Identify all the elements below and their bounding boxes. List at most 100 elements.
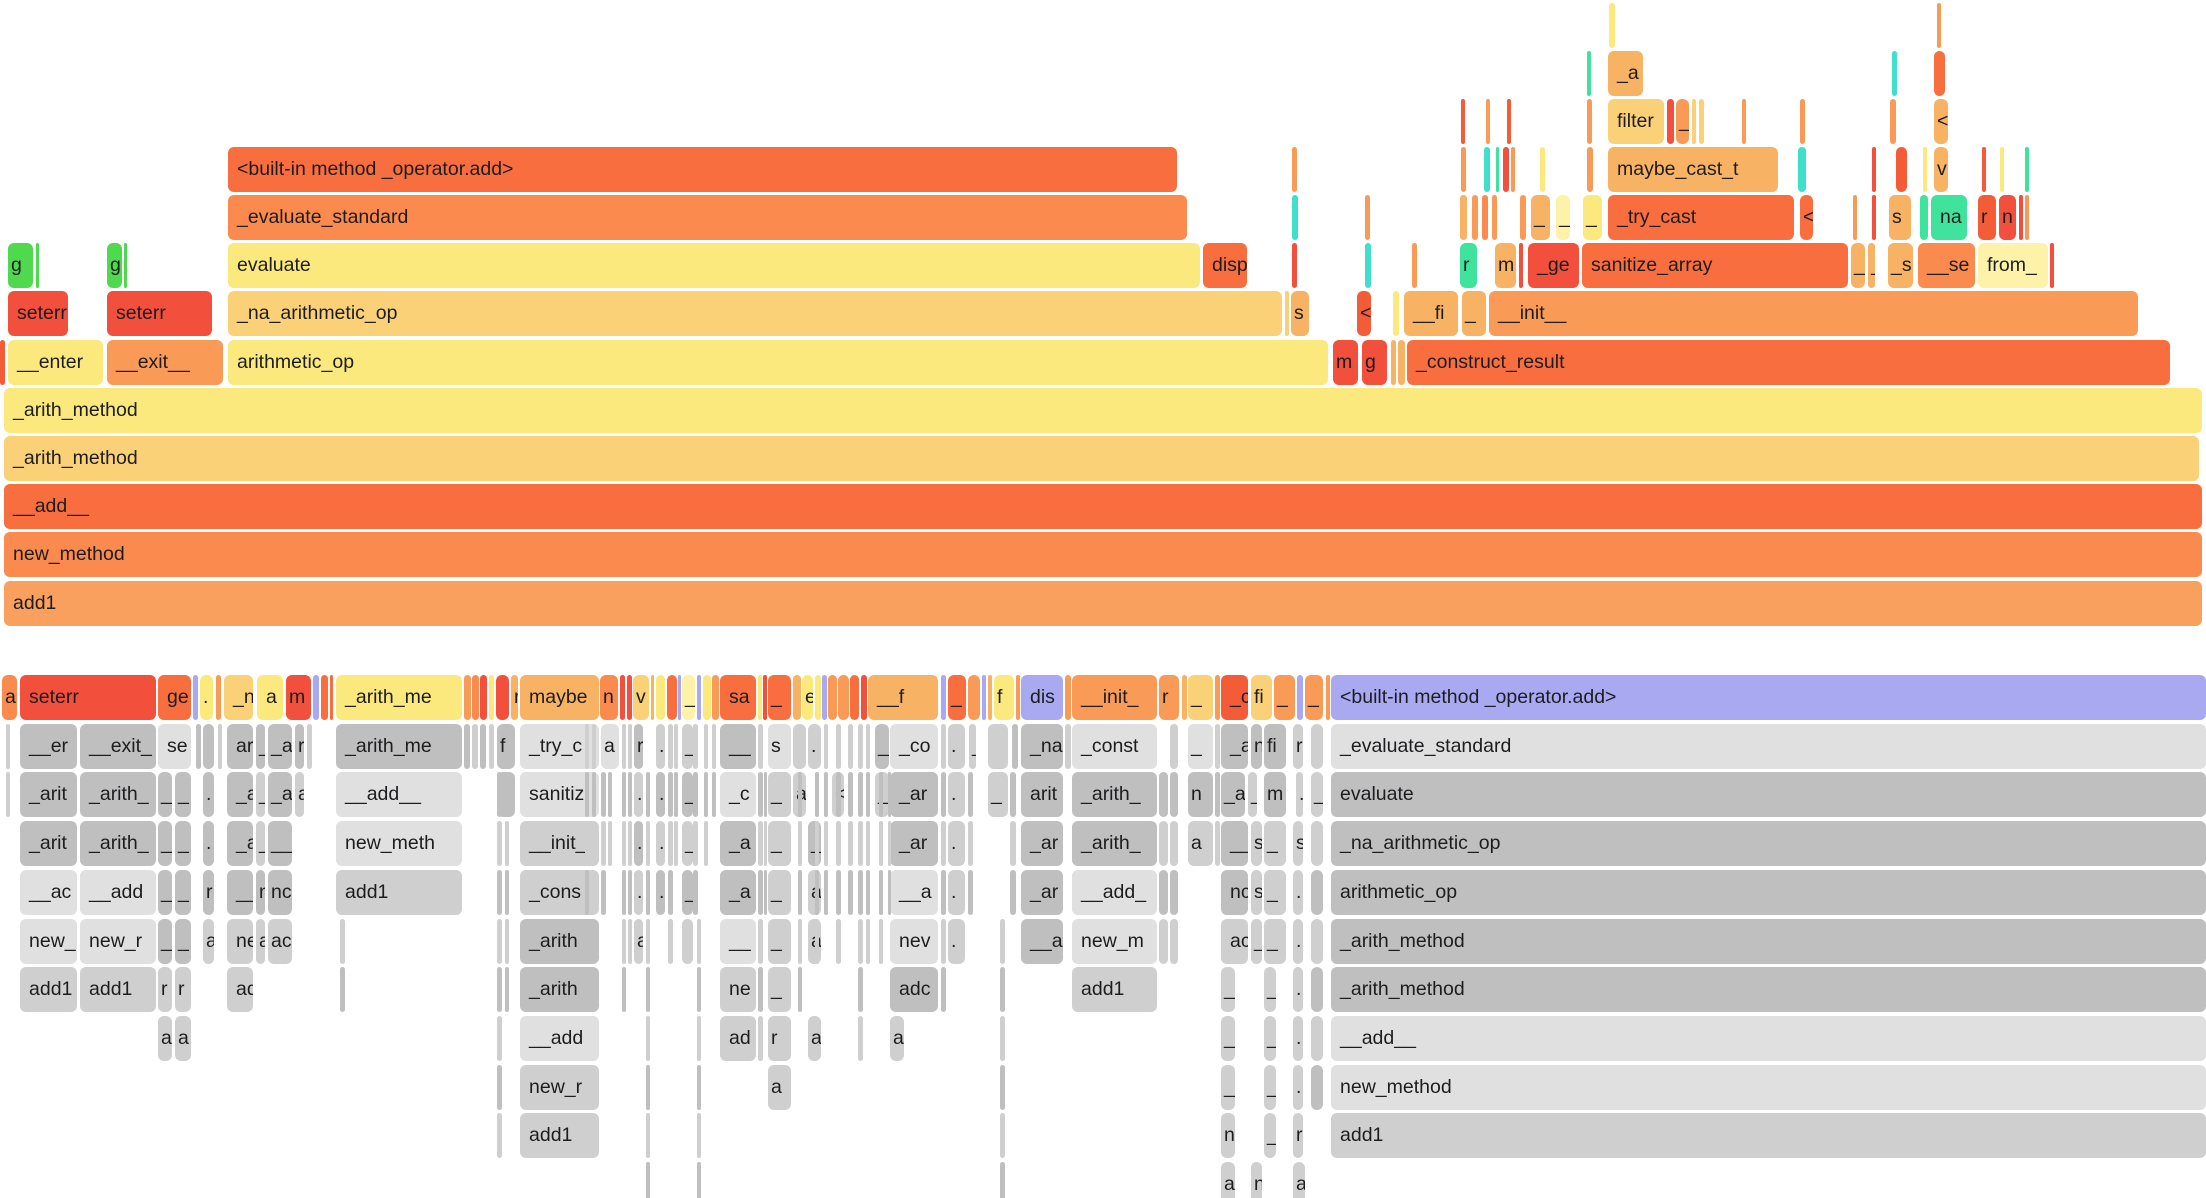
frame-[interactable]: _ [1188,675,1213,720]
frame-sliver[interactable] [330,675,333,720]
frame-sliver[interactable] [1872,195,1876,240]
frame-sliver[interactable] [1170,772,1178,817]
frame-sliver[interactable] [674,772,678,817]
frame-ar[interactable]: _ar [890,772,938,817]
frame-[interactable]: _ [1583,195,1602,240]
frame-sliver[interactable] [1182,675,1187,720]
frame-sliver[interactable] [2025,195,2029,240]
frame-sliver[interactable] [340,967,345,1012]
frame-[interactable]: _ [1251,919,1262,964]
frame-sliver[interactable] [815,772,819,817]
frame-built-in-method-operator-add[interactable]: <built-in method _operator.add> [228,147,1177,192]
frame-add[interactable]: __add__ [1331,1016,2206,1061]
frame-sliver[interactable] [668,772,673,817]
frame-[interactable]: < [1357,291,1371,336]
frame-sliver[interactable] [1170,919,1178,964]
frame-a[interactable]: __a [1021,919,1063,964]
frame-sliver[interactable] [888,821,891,866]
frame-[interactable]: _ [682,772,693,817]
frame-new[interactable]: new_ [20,919,77,964]
frame-sliver[interactable] [646,1065,650,1110]
frame-sliver[interactable] [879,919,883,964]
frame-n[interactable]: n [1999,195,2016,240]
frame-sliver[interactable] [505,870,509,915]
frame-sliver[interactable] [668,821,673,866]
frame-sliver[interactable] [313,675,319,720]
frame-[interactable]: _ [256,821,265,866]
frame-sliver[interactable] [505,821,509,866]
frame-sliver[interactable] [1699,99,1704,144]
frame-f[interactable]: f [497,724,515,769]
frame-[interactable]: _ [175,919,191,964]
frame-[interactable]: _ [175,772,191,817]
frame-add1[interactable]: add1 [520,1113,599,1158]
frame-evaluate[interactable]: evaluate [228,243,1200,288]
frame-sliver[interactable] [968,675,980,720]
frame-ad[interactable]: ad [720,1016,756,1061]
frame-sliver[interactable] [321,675,328,720]
frame-s[interactable]: s [1889,195,1911,240]
frame-sliver[interactable] [697,967,701,1012]
frame-[interactable]: _ [1305,675,1323,720]
frame-sliver[interactable] [585,821,589,866]
frame-sliver[interactable] [0,340,5,385]
frame-sliver[interactable] [646,1113,650,1158]
frame-sliver[interactable] [2025,147,2029,192]
frame-sliver[interactable] [497,1016,502,1061]
frame-sliver[interactable] [601,870,606,915]
frame-[interactable]: _ [1462,291,1486,336]
frame-a[interactable]: a [203,919,214,964]
frame-[interactable]: . [656,821,665,866]
frame-a[interactable]: _a [1221,724,1248,769]
frame-sliver[interactable] [1393,291,1399,336]
frame-sliver[interactable] [824,724,828,769]
frame-a[interactable]: a [1293,1162,1305,1198]
frame-construct-result[interactable]: _construct_result [1407,340,2170,385]
frame-sliver[interactable] [1000,919,1005,964]
frame-sliver[interactable] [858,1016,863,1061]
frame-se[interactable]: se [158,724,191,769]
frame-sliver[interactable] [1667,99,1674,144]
frame-evaluate[interactable]: evaluate [1331,772,2206,817]
frame-sliver[interactable] [1890,99,1896,144]
frame-na-arithmetic-op[interactable]: _na_arithmetic_op [228,291,1282,336]
frame-sliver[interactable] [1000,1162,1005,1198]
frame-sliver[interactable] [585,870,589,915]
frame-[interactable]: . [656,724,665,769]
frame-[interactable]: _ [158,919,172,964]
frame-s[interactable]: s [1251,870,1262,915]
frame-s[interactable]: s [1293,821,1303,866]
frame-nev[interactable]: nev [890,919,938,964]
frame-sliver[interactable] [628,821,632,866]
frame-sliver[interactable] [1587,99,1592,144]
frame-sliver[interactable] [763,675,767,720]
frame-sliver[interactable] [668,724,673,769]
frame-sliver[interactable] [620,675,625,720]
frame-sliver[interactable] [866,919,870,964]
frame-arithmetic-op[interactable]: arithmetic_op [1331,870,2206,915]
frame-sliver[interactable] [1461,99,1465,144]
frame-n[interactable]: n [1221,1113,1235,1158]
frame-sliver[interactable] [1496,147,1499,192]
frame-[interactable]: _ [875,724,889,769]
frame-r[interactable]: r [1293,724,1303,769]
frame-sliver[interactable] [497,772,502,817]
frame-[interactable]: < [1934,99,1948,144]
frame-evaluate-standard[interactable]: _evaluate_standard [228,195,1187,240]
frame-[interactable]: __ [227,870,253,915]
frame-sliver[interactable] [1215,772,1220,817]
frame-g[interactable]: g [1362,340,1387,385]
frame-a[interactable]: a [768,1065,791,1110]
frame-sliver[interactable] [592,724,596,769]
frame-[interactable]: . [1293,1016,1303,1061]
frame-sliver[interactable] [982,675,986,720]
frame-seterr[interactable]: seterr [20,675,156,720]
frame-a[interactable]: _a [227,772,253,817]
frame-sliver[interactable] [1215,724,1220,769]
frame-sliver[interactable] [1285,291,1289,336]
frame-[interactable]: __ [720,724,756,769]
frame-a[interactable]: a [601,724,619,769]
frame-a[interactable]: a [1221,1162,1235,1198]
frame-sliver[interactable] [704,724,708,769]
frame-sliver[interactable] [1507,99,1511,144]
